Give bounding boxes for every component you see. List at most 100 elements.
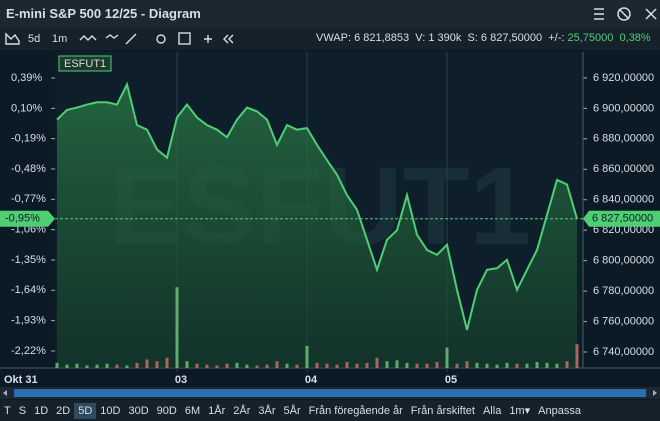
volume-bar [295, 364, 299, 368]
range-button[interactable]: 10D [100, 404, 121, 417]
y2-tick-label: -1,35% [11, 254, 46, 266]
y2-tick-label: -0,48% [11, 163, 46, 175]
volume-bar [495, 364, 499, 368]
volume-bar [115, 364, 119, 368]
volume-bar [75, 363, 79, 368]
volume-bar [145, 359, 149, 368]
change-label: -0,95% [5, 213, 40, 225]
volume-bar [435, 362, 439, 368]
y-tick-label: 6 880,00000 [593, 133, 654, 145]
x-tick-label: 04 [305, 374, 318, 386]
range-button[interactable]: T [4, 404, 11, 417]
volume-bar [235, 362, 239, 368]
range-button[interactable]: 5D [74, 402, 97, 419]
volume-bar [505, 362, 509, 368]
volume-bar [165, 357, 169, 368]
range-button[interactable]: Anpassa [538, 404, 581, 417]
x-tick-label: 05 [445, 374, 457, 386]
scroll-thumb[interactable] [14, 389, 646, 397]
volume-bar [105, 363, 109, 368]
y2-tick-label: -0,19% [11, 133, 46, 145]
volume-bar [315, 362, 319, 368]
volume-bar [575, 344, 579, 368]
volume-bar [305, 345, 309, 368]
period-button[interactable]: 5d [28, 33, 40, 45]
volume-bar [325, 363, 329, 368]
x-tick-label: 03 [175, 374, 187, 386]
volume-bar [215, 365, 219, 368]
volume-bar [55, 362, 59, 368]
quote-info: VWAP: 6 821,8853 V: 1 390k S: 6 827,5000… [316, 32, 651, 44]
volume-bar [185, 361, 189, 368]
volume-bar [485, 363, 489, 368]
volume-bar [285, 363, 289, 368]
title-bar: E-mini S&P 500 12/25 - Diagram [0, 0, 660, 27]
toolbar: 5d 1m VWAP: 6 821,8853 V: 1 390k S: 6 82… [0, 27, 660, 50]
volume-bar [565, 361, 569, 368]
last-price-tag [583, 210, 660, 227]
change: 25,75000 [567, 32, 614, 44]
interval-button[interactable]: 1m [52, 33, 67, 45]
range-button[interactable]: 1D [34, 404, 49, 417]
volume-bar [85, 365, 89, 368]
toolbar-icons: 5d 1m [5, 32, 234, 45]
volume-bar [225, 363, 229, 368]
volume-bar [255, 365, 259, 368]
legend-box [58, 55, 112, 72]
y2-tick-label: 0,10% [11, 102, 42, 114]
volume-bar [95, 364, 99, 368]
y2-tick-label: -1,93% [11, 315, 46, 327]
last-price-label: 6 827,50000 [592, 213, 653, 225]
range-button[interactable]: 2År [233, 404, 251, 417]
volume-bar [555, 363, 559, 368]
y2-tick-label: -2,22% [11, 345, 46, 357]
range-button[interactable]: 5År [283, 404, 301, 417]
range-button[interactable]: Alla [482, 404, 502, 417]
volume-bar [355, 363, 359, 368]
volume-bar [155, 361, 159, 368]
last: S: 6 827,50000 [467, 32, 543, 44]
volume-bar [515, 363, 519, 368]
volume-bar [265, 364, 269, 368]
volume-bar [195, 363, 199, 368]
volume-bar [535, 362, 539, 368]
volume-bar [455, 363, 459, 368]
window-icons [594, 7, 657, 21]
volume-bar [175, 287, 179, 368]
volume-bar [405, 362, 409, 368]
volume-bar [345, 362, 349, 368]
volume-bar [395, 360, 399, 368]
volume-bar [465, 361, 469, 368]
range-button[interactable]: Från årskiftet [410, 404, 475, 417]
y-tick-label: 6 740,00000 [593, 346, 654, 358]
range-button[interactable]: Från föregående år [308, 404, 403, 417]
y2-tick-label: -1,64% [11, 284, 46, 296]
volume: V: 1 390k [415, 32, 462, 44]
change-pct: 0,38% [619, 32, 651, 44]
volume-bar [335, 364, 339, 368]
y2-tick-label: 0,39% [11, 72, 42, 84]
y-tick-label: 6 920,00000 [593, 72, 654, 84]
range-button[interactable]: 30D [128, 404, 149, 417]
volume-bar [365, 362, 369, 368]
volume-bar [275, 361, 279, 368]
volume-bar [125, 365, 129, 368]
volume-bar [445, 347, 449, 368]
range-button[interactable]: 1År [208, 404, 226, 417]
window-title: E-mini S&P 500 12/25 - Diagram [6, 6, 201, 21]
y-tick-label: 6 780,00000 [593, 285, 654, 297]
range-button[interactable]: 2D [56, 404, 71, 417]
y-tick-label: 6 760,00000 [593, 315, 654, 327]
range-button[interactable]: S [18, 404, 27, 417]
y-tick-label: 6 800,00000 [593, 255, 654, 267]
y-tick-label: 6 900,00000 [593, 102, 654, 114]
range-button[interactable]: 3År [258, 404, 276, 417]
volume-bar [245, 364, 249, 368]
range-button[interactable]: 90D [156, 404, 177, 417]
volume-bar [425, 363, 429, 368]
range-button[interactable]: 1m▾ [509, 405, 531, 417]
range-button[interactable]: 6M [184, 404, 201, 417]
y-tick-label: 6 860,00000 [593, 163, 654, 175]
